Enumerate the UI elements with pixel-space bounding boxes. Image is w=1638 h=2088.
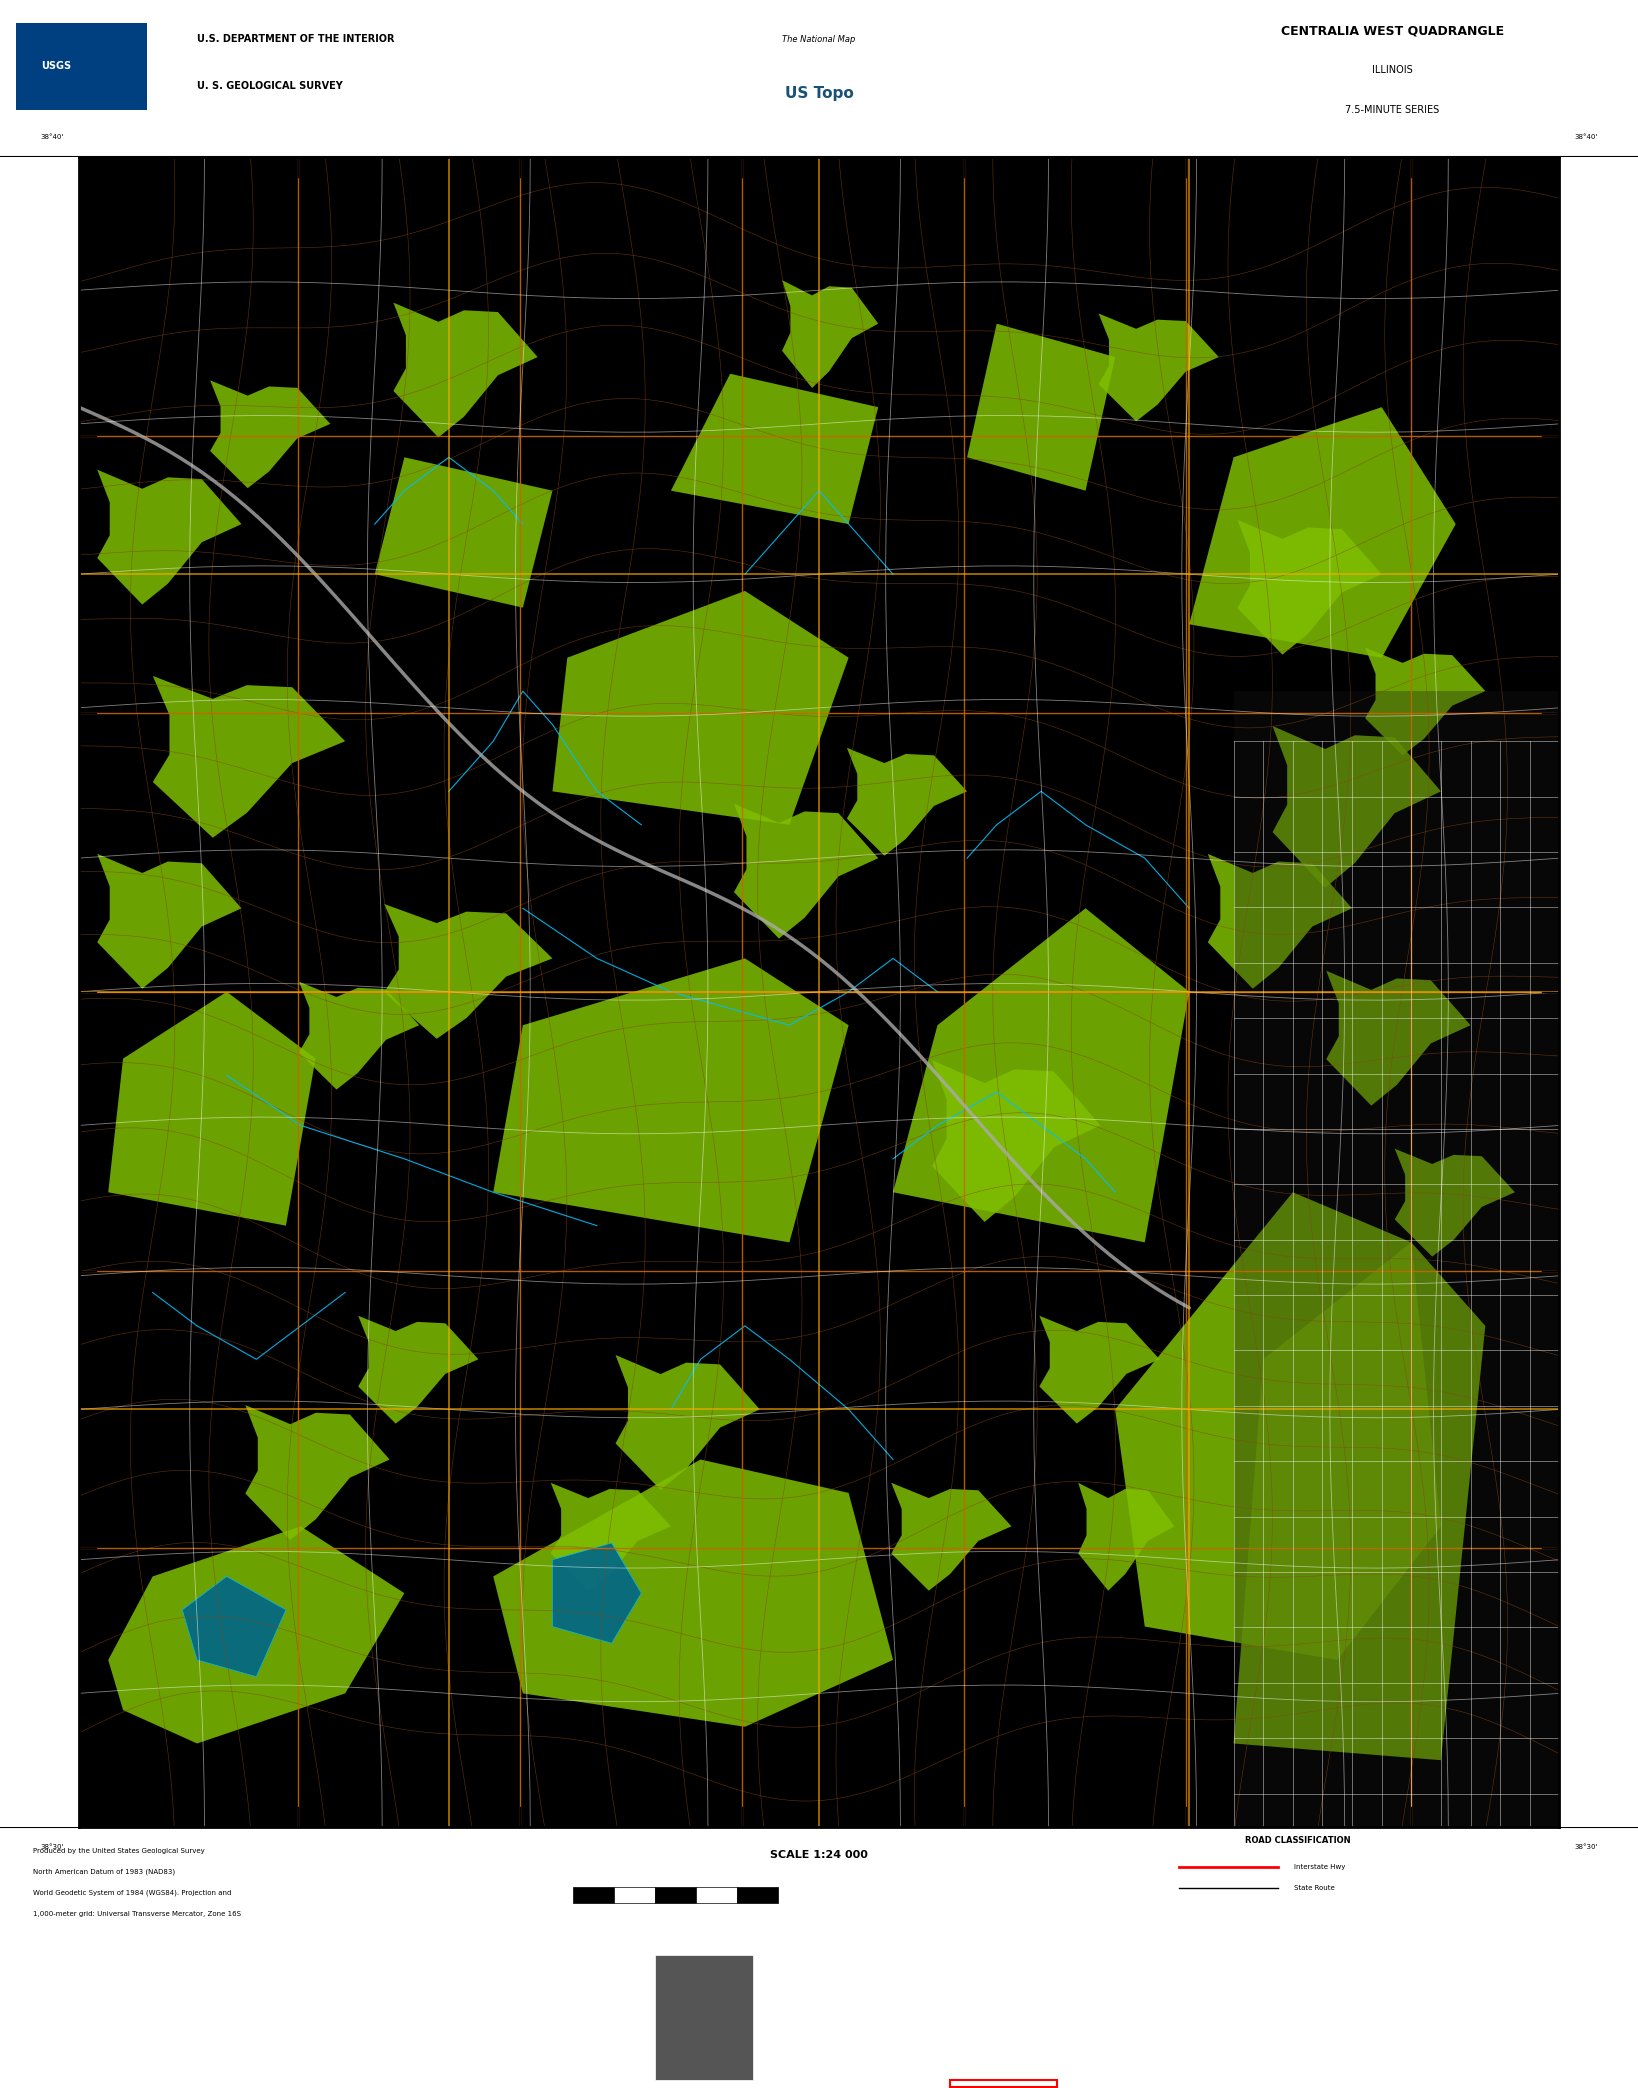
Polygon shape bbox=[182, 1576, 287, 1677]
Text: USGS: USGS bbox=[41, 61, 70, 71]
Polygon shape bbox=[1327, 971, 1471, 1107]
Text: Produced by the United States Geological Survey: Produced by the United States Geological… bbox=[33, 1848, 205, 1854]
Polygon shape bbox=[359, 1315, 478, 1424]
Polygon shape bbox=[1207, 854, 1351, 990]
Text: US Topo: US Topo bbox=[785, 86, 853, 102]
Polygon shape bbox=[1099, 313, 1219, 422]
Bar bbox=[655, 1888, 696, 1904]
Text: 38°30': 38°30' bbox=[41, 1844, 64, 1850]
Polygon shape bbox=[932, 1061, 1101, 1221]
Polygon shape bbox=[108, 1526, 405, 1743]
Polygon shape bbox=[550, 1482, 672, 1591]
Polygon shape bbox=[672, 374, 878, 524]
Polygon shape bbox=[493, 958, 848, 1242]
Polygon shape bbox=[552, 1543, 642, 1643]
Polygon shape bbox=[1394, 1148, 1515, 1257]
Polygon shape bbox=[493, 1460, 893, 1727]
Polygon shape bbox=[97, 854, 241, 990]
Polygon shape bbox=[847, 748, 966, 856]
Text: ROAD CLASSIFICATION: ROAD CLASSIFICATION bbox=[1245, 1835, 1350, 1844]
Polygon shape bbox=[1189, 407, 1456, 658]
Polygon shape bbox=[210, 380, 331, 489]
Bar bbox=[1233, 691, 1559, 1827]
Polygon shape bbox=[1233, 1242, 1486, 1760]
Bar bbox=[614, 1888, 655, 1904]
Polygon shape bbox=[1364, 647, 1486, 756]
Polygon shape bbox=[1115, 1192, 1441, 1660]
Polygon shape bbox=[1237, 520, 1382, 656]
Polygon shape bbox=[734, 804, 878, 940]
Polygon shape bbox=[966, 324, 1115, 491]
Text: 38°30': 38°30' bbox=[1574, 1844, 1597, 1850]
Polygon shape bbox=[152, 677, 346, 837]
Bar bbox=[655, 1954, 753, 2080]
Polygon shape bbox=[893, 908, 1189, 1242]
Text: 1,000-meter grid: Universal Transverse Mercator, Zone 16S: 1,000-meter grid: Universal Transverse M… bbox=[33, 1911, 241, 1917]
Text: U. S. GEOLOGICAL SURVEY: U. S. GEOLOGICAL SURVEY bbox=[197, 81, 342, 92]
Text: U.S. DEPARTMENT OF THE INTERIOR: U.S. DEPARTMENT OF THE INTERIOR bbox=[197, 33, 395, 44]
Text: Interstate Hwy: Interstate Hwy bbox=[1294, 1865, 1345, 1869]
Text: CENTRALIA WEST QUADRANGLE: CENTRALIA WEST QUADRANGLE bbox=[1281, 25, 1504, 38]
Bar bbox=[573, 1888, 614, 1904]
Polygon shape bbox=[108, 992, 316, 1226]
Text: SCALE 1:24 000: SCALE 1:24 000 bbox=[770, 1850, 868, 1860]
Polygon shape bbox=[385, 904, 552, 1040]
Bar bbox=[737, 1888, 778, 1904]
Polygon shape bbox=[781, 280, 878, 388]
Polygon shape bbox=[97, 470, 241, 606]
Polygon shape bbox=[552, 591, 848, 825]
Bar bbox=[950, 2080, 1057, 2088]
Polygon shape bbox=[393, 303, 537, 438]
Text: 7.5-MINUTE SERIES: 7.5-MINUTE SERIES bbox=[1345, 104, 1440, 115]
Text: ILLINOIS: ILLINOIS bbox=[1373, 65, 1412, 75]
Text: State Route: State Route bbox=[1294, 1885, 1335, 1890]
Bar bbox=[16, 23, 147, 109]
Polygon shape bbox=[1273, 727, 1441, 887]
Polygon shape bbox=[300, 981, 419, 1090]
Text: World Geodetic System of 1984 (WGS84). Projection and: World Geodetic System of 1984 (WGS84). P… bbox=[33, 1890, 231, 1896]
Text: North American Datum of 1983 (NAD83): North American Datum of 1983 (NAD83) bbox=[33, 1869, 175, 1875]
Bar bbox=[696, 1888, 737, 1904]
Polygon shape bbox=[1078, 1482, 1174, 1591]
Polygon shape bbox=[375, 457, 552, 608]
Polygon shape bbox=[891, 1482, 1012, 1591]
Polygon shape bbox=[246, 1405, 390, 1541]
Text: 38°40': 38°40' bbox=[41, 134, 64, 140]
Polygon shape bbox=[1040, 1315, 1160, 1424]
Text: 38°40': 38°40' bbox=[1574, 134, 1597, 140]
Polygon shape bbox=[616, 1355, 760, 1491]
Text: The National Map: The National Map bbox=[783, 35, 855, 44]
